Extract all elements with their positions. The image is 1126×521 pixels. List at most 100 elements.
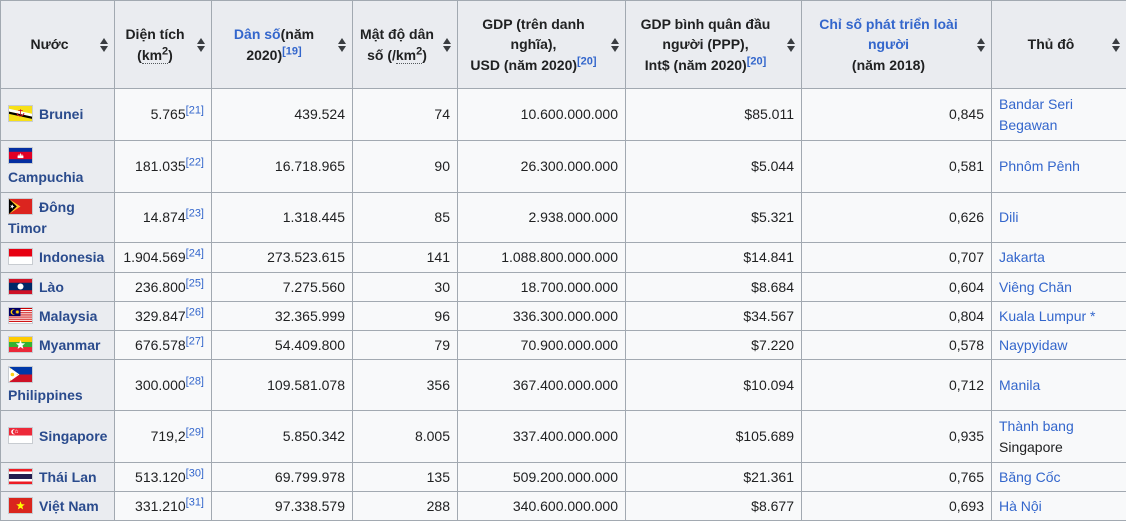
density-cell: 74 (353, 89, 458, 141)
column-header-area[interactable]: Diện tích (km2) (115, 1, 212, 89)
reference-link[interactable]: [27] (186, 335, 204, 347)
country-link[interactable]: Thái Lan (39, 469, 97, 485)
country-link[interactable]: Lào (39, 279, 64, 295)
sort-icon[interactable] (786, 37, 797, 53)
density-cell: 356 (353, 360, 458, 411)
area-cell: 14.874[23] (115, 193, 212, 243)
column-header-capital[interactable]: Thủ đô (992, 1, 1126, 89)
capital-link[interactable]: Naypyidaw (999, 337, 1067, 353)
header-link[interactable]: [19] (282, 45, 302, 57)
population-cell: 32.365.999 (212, 302, 353, 331)
reference-link[interactable]: [24] (186, 248, 204, 260)
header-text: ) (168, 47, 173, 63)
column-header-gdp[interactable]: GDP (trên danh nghĩa),USD (năm 2020)[20] (458, 1, 626, 89)
area-value: 300.000 (135, 377, 186, 393)
capital-cell: Bandar Seri Begawan (992, 89, 1126, 141)
area-cell: 236.800[25] (115, 273, 212, 302)
sort-icon[interactable] (196, 37, 207, 53)
capital-link[interactable]: Phnôm Pênh (999, 158, 1080, 174)
area-value: 329.847 (135, 308, 186, 324)
easttimor-flag-icon[interactable] (8, 198, 33, 215)
country-link[interactable]: Philippines (8, 387, 83, 403)
sort-icon[interactable] (337, 37, 348, 53)
capital-cell: Manila (992, 360, 1126, 411)
header-link[interactable]: [20] (747, 55, 767, 67)
reference-link[interactable]: [23] (186, 208, 204, 220)
hdi-cell: 0,712 (802, 360, 992, 411)
reference-link[interactable]: [26] (186, 306, 204, 318)
reference-link[interactable]: [22] (186, 157, 204, 169)
header-link[interactable]: Chỉ số phát triển loài người (819, 16, 957, 52)
reference-link[interactable]: [29] (186, 427, 204, 439)
column-header-density[interactable]: Mật độ dân số (/km2) (353, 1, 458, 89)
capital-link[interactable]: Viêng Chăn (999, 279, 1072, 295)
column-header-country[interactable]: Nước (1, 1, 115, 89)
country-link[interactable]: Việt Nam (39, 498, 99, 514)
area-value: 181.035 (135, 158, 186, 174)
gdp-ppp-cell: $5.044 (626, 141, 802, 193)
philippines-flag-icon[interactable] (8, 366, 33, 383)
reference-link[interactable]: [28] (186, 375, 204, 387)
thailand-flag-icon[interactable] (8, 468, 33, 485)
area-cell: 1.904.569[24] (115, 243, 212, 273)
reference-link[interactable]: [31] (186, 496, 204, 508)
density-cell: 30 (353, 273, 458, 302)
singapore-flag-icon[interactable] (8, 427, 33, 444)
gdp-cell: 10.600.000.000 (458, 89, 626, 141)
sort-icon[interactable] (976, 37, 987, 53)
myanmar-flag-icon[interactable] (8, 336, 33, 353)
capital-link[interactable]: Jakarta (999, 249, 1045, 265)
country-link[interactable]: Singapore (39, 428, 107, 444)
population-cell: 16.718.965 (212, 141, 353, 193)
country-link[interactable]: Malaysia (39, 308, 97, 324)
reference-link[interactable]: [25] (186, 277, 204, 289)
country-cell: Malaysia (1, 302, 115, 331)
column-header-population[interactable]: Dân số(năm 2020)[19] (212, 1, 353, 89)
population-cell: 54.409.800 (212, 331, 353, 360)
country-link[interactable]: Brunei (39, 106, 83, 122)
country-cell: Thái Lan (1, 463, 115, 492)
capital-link[interactable]: Bandar Seri Begawan (999, 96, 1073, 132)
capital-link[interactable]: Hà Nội (999, 498, 1042, 514)
gdp-cell: 2.938.000.000 (458, 193, 626, 243)
capital-link[interactable]: Thành bang (999, 418, 1074, 434)
area-cell: 676.578[27] (115, 331, 212, 360)
country-link[interactable]: Myanmar (39, 337, 100, 353)
area-value: 14.874 (143, 209, 186, 225)
country-cell: Brunei (1, 89, 115, 141)
density-cell: 96 (353, 302, 458, 331)
area-value: 676.578 (135, 337, 186, 353)
area-value: 719,2 (151, 428, 186, 444)
country-link[interactable]: Campuchia (8, 169, 83, 185)
gdp-cell: 18.700.000.000 (458, 273, 626, 302)
capital-link[interactable]: Manila (999, 377, 1040, 393)
column-header-gdp_ppp[interactable]: GDP bình quân đầu người (PPP),Int$ (năm … (626, 1, 802, 89)
population-cell: 97.338.579 (212, 492, 353, 521)
area-cell: 329.847[26] (115, 302, 212, 331)
laos-flag-icon[interactable] (8, 278, 33, 295)
column-header-hdi[interactable]: Chỉ số phát triển loài người(năm 2018) (802, 1, 992, 89)
capital-link[interactable]: Băng Cốc (999, 469, 1060, 485)
malaysia-flag-icon[interactable] (8, 307, 33, 324)
cambodia-flag-icon[interactable] (8, 147, 33, 164)
sort-icon[interactable] (1111, 37, 1122, 53)
brunei-flag-icon[interactable] (8, 105, 33, 122)
sort-icon[interactable] (99, 37, 110, 53)
reference-link[interactable]: [21] (186, 105, 204, 117)
header-link[interactable]: Dân số (234, 26, 281, 42)
capital-link[interactable]: Kuala Lumpur * (999, 308, 1096, 324)
reference-link[interactable]: [30] (186, 467, 204, 479)
country-link[interactable]: Indonesia (39, 249, 104, 265)
capital-link[interactable]: Dili (999, 209, 1018, 225)
indonesia-flag-icon[interactable] (8, 248, 33, 265)
gdp-cell: 70.900.000.000 (458, 331, 626, 360)
sort-icon[interactable] (442, 37, 453, 53)
sort-icon[interactable] (610, 37, 621, 53)
vietnam-flag-icon[interactable] (8, 497, 33, 514)
capital-cell: Phnôm Pênh (992, 141, 1126, 193)
header-link[interactable]: [20] (577, 55, 597, 67)
capital-cell: Băng Cốc (992, 463, 1126, 492)
